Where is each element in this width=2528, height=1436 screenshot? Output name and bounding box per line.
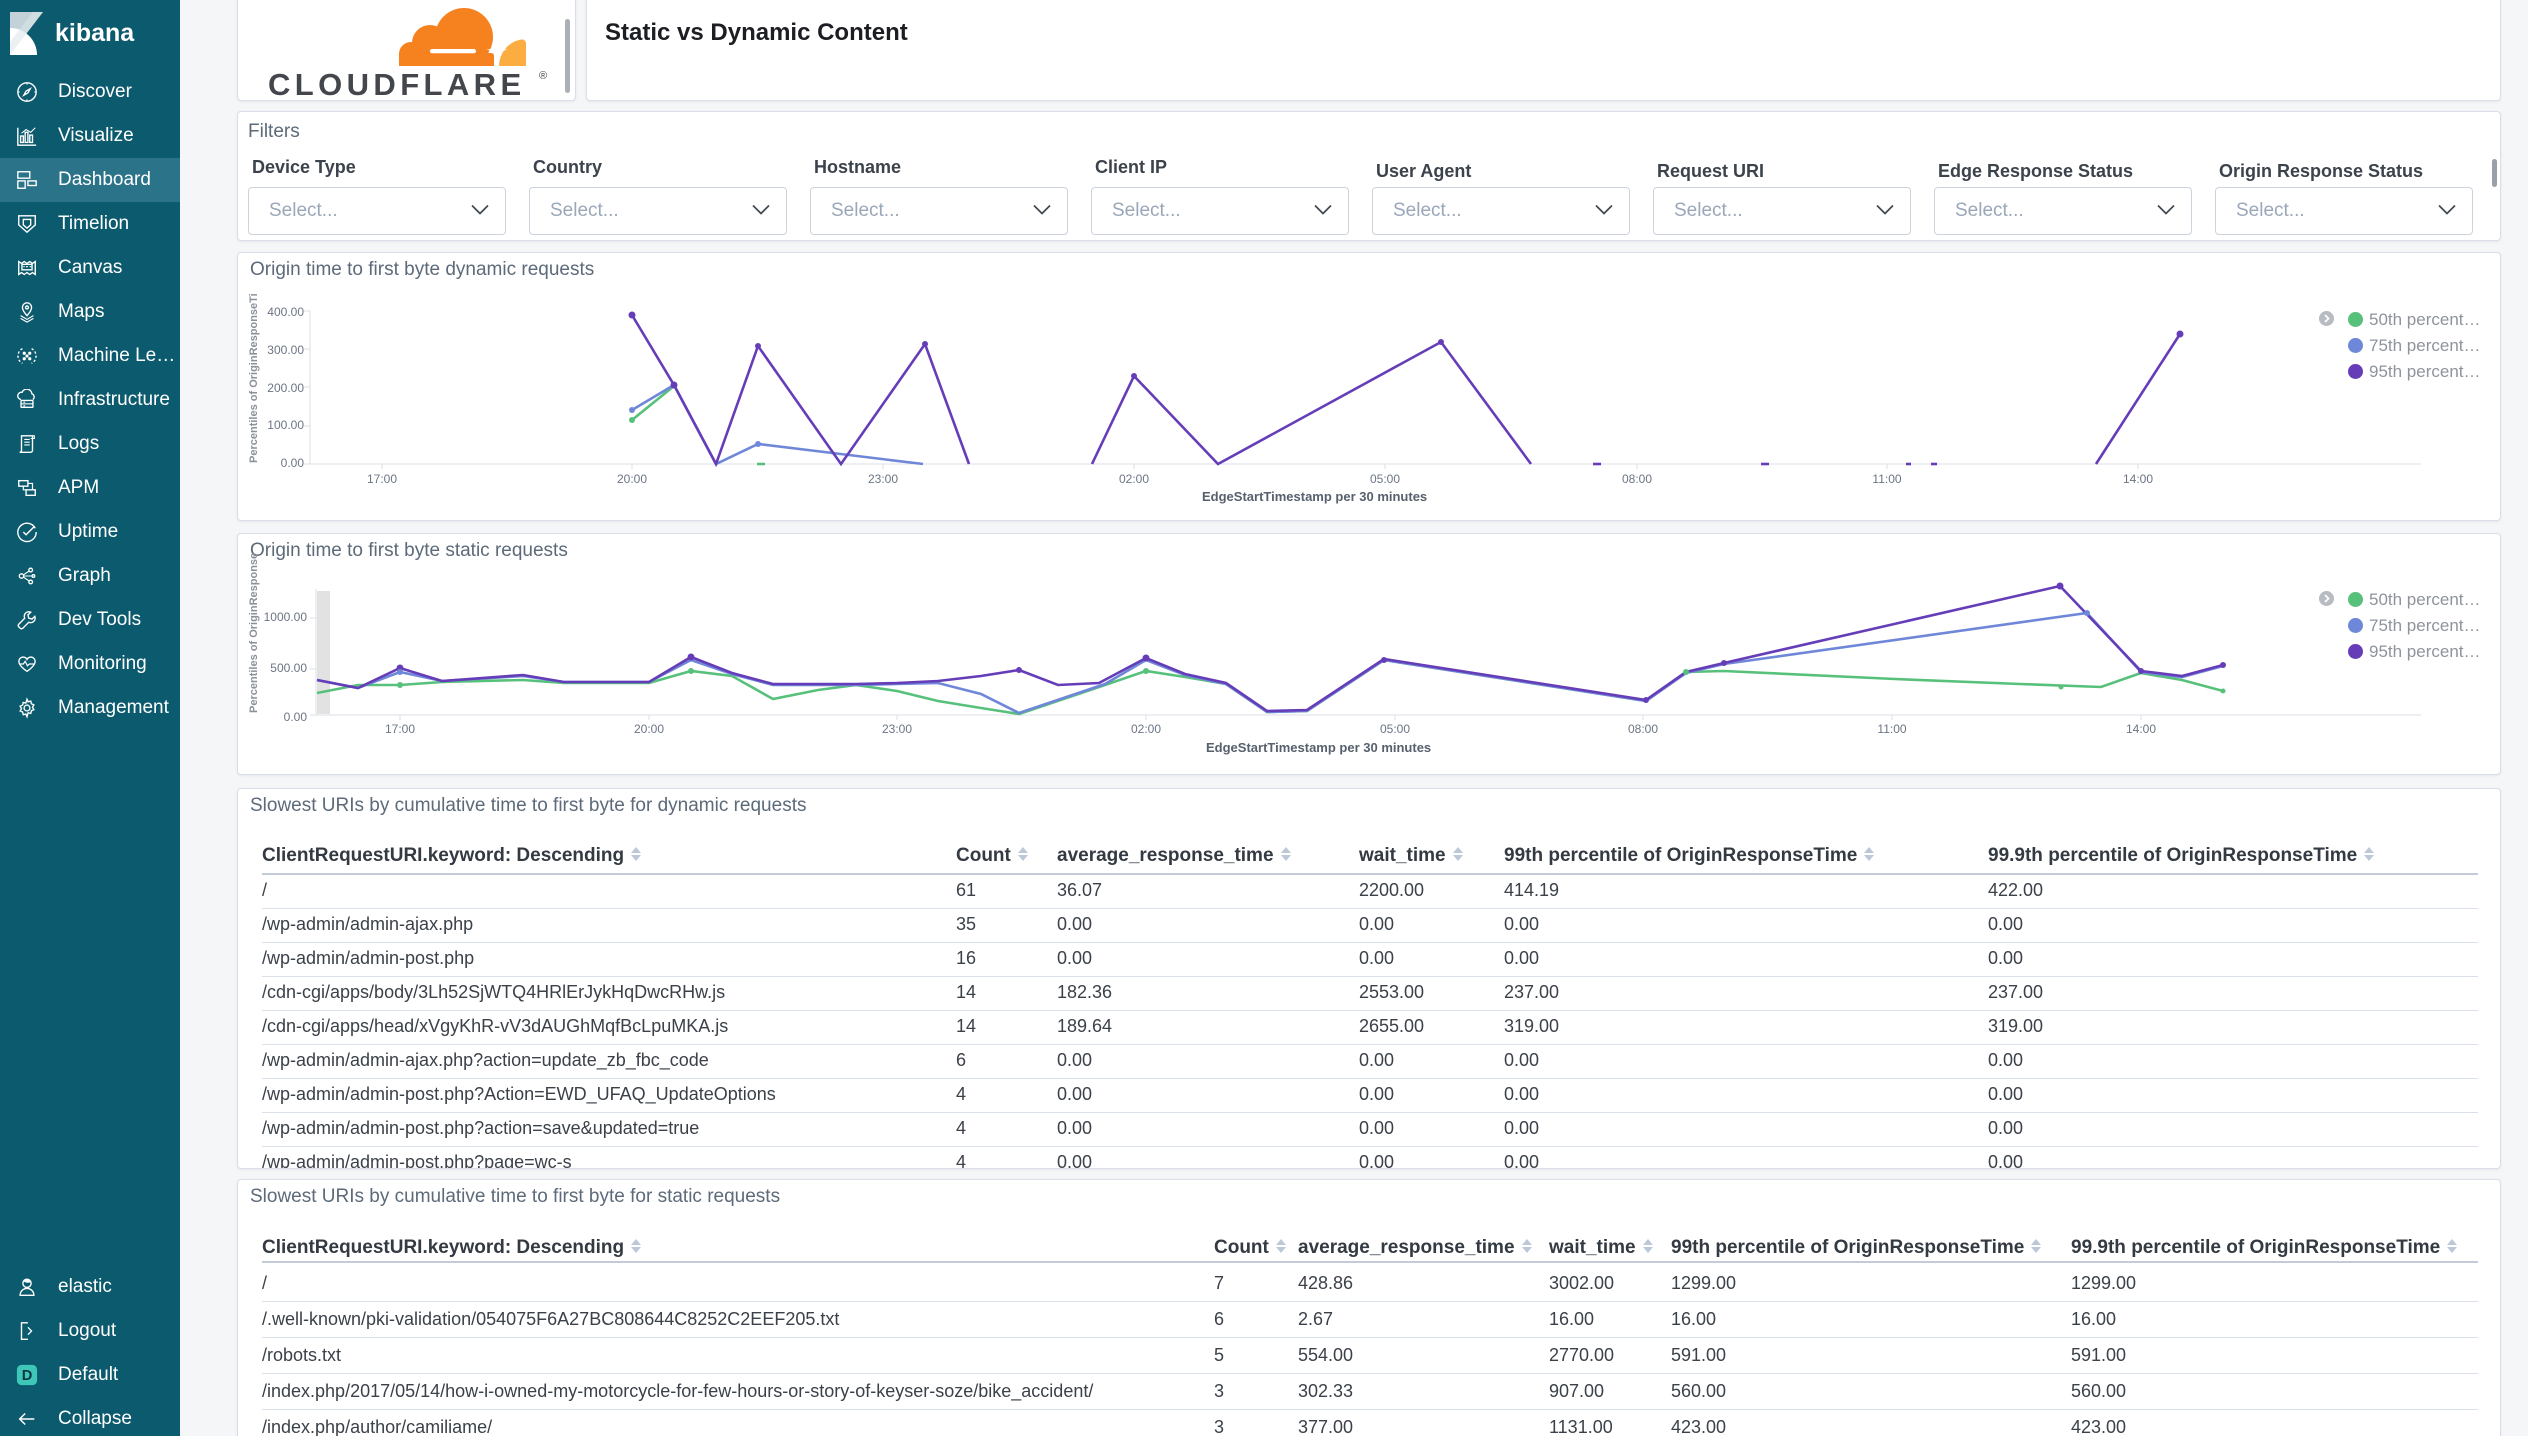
svg-text:CLOUDFLARE: CLOUDFLARE bbox=[268, 67, 526, 101]
svg-text:D: D bbox=[22, 1368, 33, 1384]
svg-text:®: ® bbox=[539, 70, 547, 82]
